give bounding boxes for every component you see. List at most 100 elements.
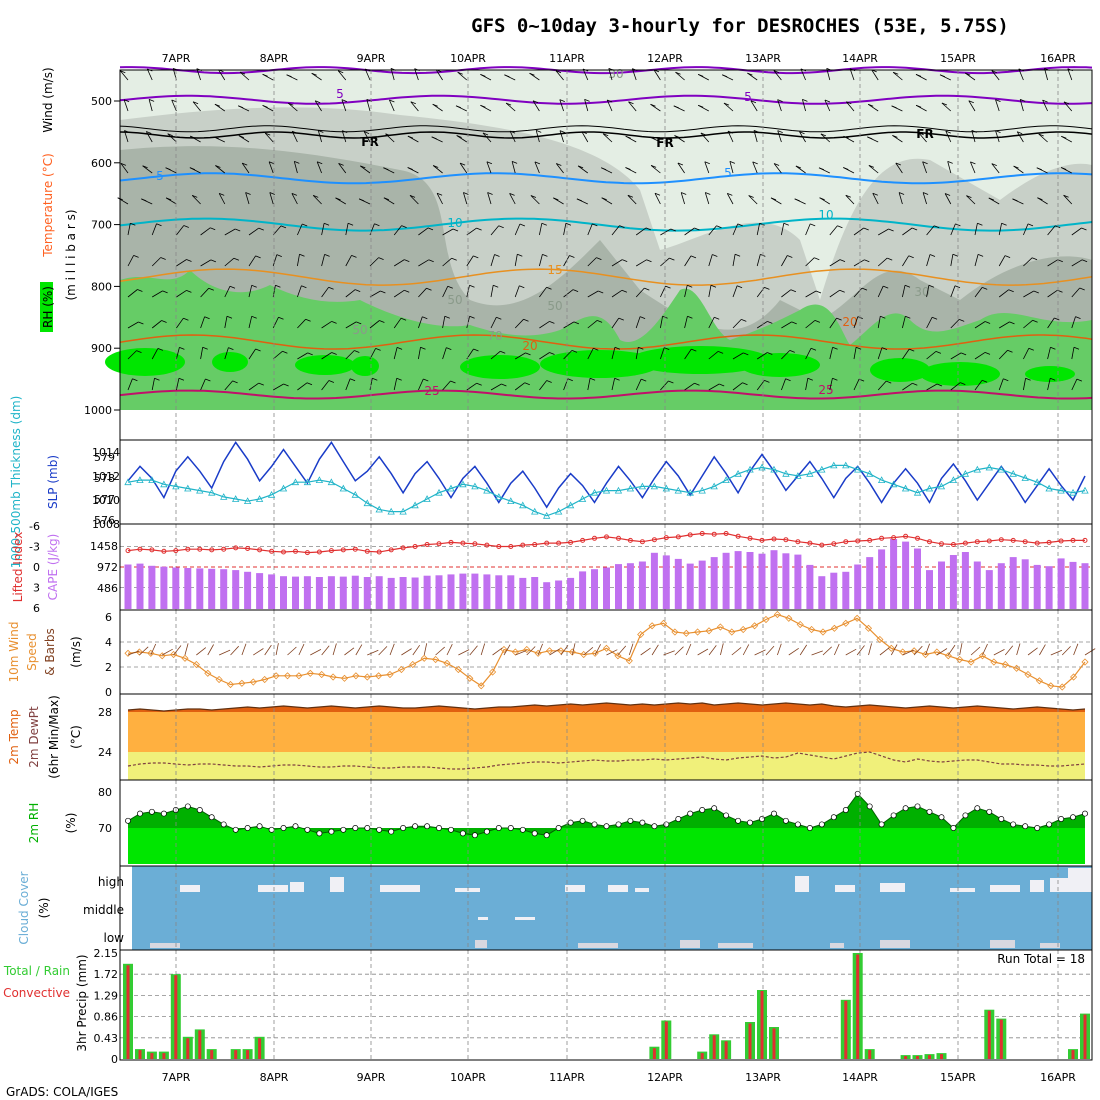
wind-barb bbox=[218, 193, 226, 205]
wind-barb bbox=[805, 348, 812, 360]
wind-barb bbox=[635, 259, 647, 267]
wind-barb-flag bbox=[893, 71, 899, 75]
wind-barb bbox=[781, 255, 788, 267]
wind-barb bbox=[577, 165, 589, 174]
wind-barb bbox=[611, 289, 623, 298]
wind-barb bbox=[829, 347, 833, 360]
wind-barb bbox=[829, 378, 833, 391]
thickness-point bbox=[1057, 486, 1065, 494]
wind-barb-flag bbox=[351, 255, 357, 258]
wind-barb-flag bbox=[691, 348, 697, 352]
wind-barb bbox=[272, 225, 282, 236]
wind-barb bbox=[321, 287, 329, 298]
wind10-barb bbox=[560, 645, 569, 656]
lifted-index-point bbox=[269, 548, 275, 554]
wind-barb bbox=[732, 254, 736, 267]
lifted-index-point bbox=[316, 549, 322, 555]
wind-barb-flag bbox=[534, 161, 541, 165]
wind-axis-label-3: & Barbs bbox=[43, 628, 57, 676]
wind-barb-flag bbox=[556, 163, 562, 166]
precip-convective-bar bbox=[856, 954, 860, 1059]
temp2m-panel: 28 24 2m Temp 2m DewPt (6hr Min/Max) (°C) bbox=[7, 693, 1093, 781]
wind-barb bbox=[200, 287, 210, 298]
wind-speed-point bbox=[1047, 682, 1055, 690]
wind-barb-flag bbox=[530, 195, 537, 198]
wind-barb-flag bbox=[960, 352, 967, 356]
wind-barb bbox=[781, 289, 792, 298]
wind-barb bbox=[1047, 225, 1056, 236]
wind-barb-flag bbox=[189, 167, 196, 170]
lifted-index-point bbox=[460, 540, 466, 546]
wind-barb bbox=[321, 352, 332, 360]
lifted-index-point bbox=[484, 542, 490, 548]
top-date-axis: 7APR 8APR 9APR 10APR 11APR 12APR 13APR 14APR 15A… bbox=[162, 52, 1077, 65]
wind-barb bbox=[1071, 227, 1082, 236]
wind-barb-flag bbox=[741, 319, 747, 322]
wind-barb bbox=[853, 316, 859, 329]
precip-tick-label: 0.86 bbox=[94, 1011, 119, 1024]
wind-barb bbox=[1023, 348, 1030, 360]
wind-barb-flag bbox=[843, 135, 849, 139]
wind10-barb bbox=[1039, 644, 1046, 656]
wind-barb bbox=[581, 131, 589, 143]
lifted-index-point bbox=[436, 541, 442, 547]
thickness-point bbox=[806, 469, 814, 477]
wind-barb bbox=[845, 101, 855, 112]
wind-barb bbox=[675, 71, 685, 81]
rh-point bbox=[830, 814, 837, 821]
high-cloud-bar bbox=[380, 885, 420, 892]
wind-barb bbox=[360, 165, 371, 174]
wind-speed-point bbox=[978, 652, 987, 660]
wind-barb-flag bbox=[433, 165, 439, 168]
precip-tick-label: 0 bbox=[111, 1053, 118, 1066]
lifted-index-point bbox=[328, 548, 334, 554]
wind-barb bbox=[627, 195, 637, 205]
wind-barb-flag bbox=[698, 74, 704, 77]
wind-barb bbox=[966, 195, 976, 205]
wind10-barb bbox=[515, 650, 527, 656]
wind10-barb bbox=[936, 648, 948, 656]
wind-barb-flag bbox=[137, 289, 143, 292]
wind-speed-point bbox=[147, 649, 155, 657]
wind-barb-flag bbox=[407, 135, 414, 139]
wind-barb bbox=[773, 163, 782, 174]
contour-label: 10 bbox=[818, 208, 833, 222]
wind-barb-flag bbox=[363, 131, 370, 134]
wind-barb-flag bbox=[157, 348, 164, 351]
wind-barb bbox=[926, 285, 930, 298]
cape-bar bbox=[794, 554, 802, 609]
wind-barb bbox=[369, 290, 381, 298]
wind10-barb bbox=[993, 649, 1005, 656]
wind-barb-flag bbox=[770, 197, 777, 201]
thickness-point bbox=[949, 476, 958, 483]
wind-barb-flag bbox=[523, 318, 529, 322]
wind-barb bbox=[732, 319, 742, 329]
lifted-index-point bbox=[233, 545, 239, 551]
wind-barb bbox=[974, 380, 983, 391]
wind-barb-flag bbox=[596, 257, 602, 260]
wind-barb bbox=[606, 99, 613, 112]
cape-bar bbox=[770, 550, 778, 609]
wind-barb-flag bbox=[791, 321, 797, 325]
wind-barb-flag bbox=[681, 192, 687, 195]
thickness-point bbox=[327, 478, 336, 486]
cloud-level-label: middle bbox=[83, 903, 124, 917]
cape-bar bbox=[746, 552, 754, 609]
wind-speed-point bbox=[420, 654, 428, 662]
wind10-barb bbox=[378, 646, 388, 656]
lifted-index-point bbox=[364, 548, 370, 554]
rh-point bbox=[304, 826, 311, 833]
wind-barb bbox=[708, 225, 717, 236]
wind-barb bbox=[587, 320, 598, 329]
contour-label: 25 bbox=[818, 383, 833, 397]
wind10-barb bbox=[537, 643, 543, 656]
wind-barb-flag bbox=[970, 161, 976, 165]
pressure-tick-label: 800 bbox=[91, 280, 112, 293]
wind-barb bbox=[781, 350, 791, 360]
wind-barb bbox=[704, 161, 710, 174]
wind-barb-flag bbox=[496, 316, 502, 320]
wind-barb-flag bbox=[593, 347, 599, 351]
precip-convective-bar bbox=[760, 991, 764, 1059]
wind-barb-flag bbox=[649, 136, 655, 140]
wind-barb-flag bbox=[863, 227, 869, 231]
